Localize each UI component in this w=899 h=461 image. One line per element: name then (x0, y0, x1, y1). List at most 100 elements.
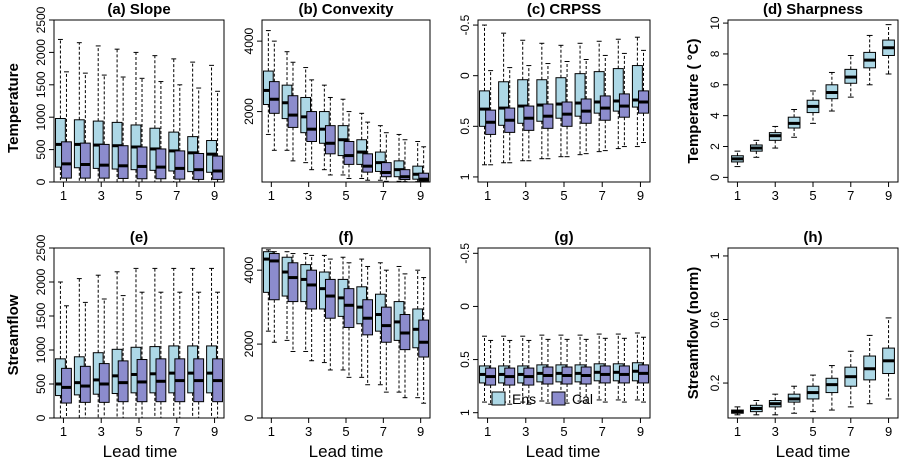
box-cal-1 (485, 70, 497, 166)
box-body (136, 146, 148, 180)
series-ens (262, 30, 424, 183)
row-labels: Temperature Streamflow (5, 63, 22, 375)
box-cal-7 (174, 84, 186, 183)
panel-title: (e) (130, 229, 148, 246)
x-tick-label: 7 (173, 188, 180, 203)
box-cal-5 (561, 61, 573, 158)
box-cal-4 (542, 338, 554, 404)
y-tick-label: 2000 (34, 268, 48, 295)
box-cal-9 (212, 291, 223, 419)
box-body (399, 169, 411, 181)
box-body (268, 253, 280, 301)
x-tick-label: 3 (98, 424, 105, 439)
y-tick-label: 0.5 (458, 351, 472, 368)
y-tick-label: 500 (34, 374, 48, 394)
x-tick-label: 1 (60, 424, 67, 439)
box-body (79, 142, 91, 179)
panel-g: (g) -0.5 0 0.5 1 1 3 5 7 9 (458, 229, 651, 439)
x-tick-label: 7 (380, 188, 387, 203)
box-cal-6 (155, 291, 167, 419)
legend-ens-label: Ens (512, 391, 536, 407)
box-cal-7 (599, 337, 611, 403)
legend-ens-swatch (491, 391, 506, 406)
box-body (324, 278, 336, 319)
y-tick-label: 1500 (34, 302, 48, 329)
y-tick-label: 0 (34, 178, 48, 185)
box-ens-7 (844, 350, 858, 408)
series-cal (268, 251, 430, 404)
box-body (212, 155, 223, 180)
box-cal-9 (418, 146, 430, 183)
x-axis-labels: Lead time Lead time Lead time Lead time (103, 442, 851, 461)
box-cal-9 (638, 49, 649, 144)
x-tick-label: 5 (809, 424, 816, 439)
x-tick-label: 3 (98, 188, 105, 203)
box-ens-9 (882, 317, 895, 400)
x-tick-label: 5 (342, 188, 349, 203)
y-axis-label: Streamflow (norm) (685, 267, 702, 400)
y-tick-label: 2500 (34, 234, 48, 261)
box-cal-1 (268, 251, 280, 343)
box-body (117, 145, 129, 179)
box-ens-2 (498, 32, 510, 164)
box-body (306, 111, 318, 142)
box-body (98, 143, 110, 179)
box-cal-2 (504, 339, 516, 405)
y-tick-label: 0.2 (708, 374, 722, 391)
series-cal (485, 336, 649, 405)
box-cal-5 (136, 77, 148, 183)
x-tick-label: 9 (637, 188, 644, 203)
box-ens-8 (863, 34, 877, 86)
y-tick-label: 2 (708, 143, 722, 150)
box-cal-4 (324, 258, 336, 371)
panel-c: (c) CRPSS -0.5 0 0.5 1 1 3 5 7 9 (458, 1, 651, 203)
box-cal-8 (399, 139, 411, 183)
box-body (555, 77, 567, 119)
box-body (418, 172, 430, 182)
series-ens (55, 38, 217, 183)
box-ens-9 (206, 64, 217, 183)
y-tick-label: 0 (34, 414, 48, 421)
box-body (324, 125, 336, 155)
box-ens-5 (806, 90, 820, 124)
box-cal-1 (268, 40, 280, 151)
row-label-streamflow: Streamflow (5, 294, 22, 375)
y-tick-label: 0 (458, 72, 472, 79)
box-body (174, 150, 186, 180)
box-cal-3 (98, 74, 110, 183)
box-ens-8 (863, 334, 877, 405)
series-cal (61, 71, 223, 183)
x-tick-label: 7 (173, 424, 180, 439)
legend-cal-label: Cal (572, 391, 593, 407)
box-cal-2 (79, 72, 91, 183)
box-body (287, 262, 299, 303)
box-body (418, 319, 430, 358)
box-cal-2 (79, 301, 91, 419)
box-body (574, 73, 586, 117)
series-cal (485, 49, 649, 166)
box-cal-7 (380, 132, 392, 182)
box-cal-6 (580, 58, 592, 155)
box-cal-3 (523, 65, 535, 162)
box-ens-2 (281, 51, 293, 151)
y-tick-label: 4000 (242, 27, 256, 54)
box-ens-3 (517, 39, 529, 162)
box-ens-2 (749, 400, 763, 416)
box-ens-4 (787, 385, 801, 414)
series-ens (262, 249, 424, 399)
x-tick-label: 1 (484, 188, 491, 203)
box-cal-1 (61, 305, 72, 419)
panel-title: (g) (554, 229, 573, 246)
panel-e: (e) 0 500 1000 1500 2000 2500 1 3 5 7 9 (34, 229, 225, 439)
box-cal-6 (362, 121, 374, 181)
box-body (268, 81, 280, 114)
x-tick-label: 7 (847, 188, 854, 203)
box-cal-9 (638, 336, 649, 403)
box-ens-6 (825, 365, 839, 411)
y-tick-label: 0 (458, 303, 472, 310)
box-body (412, 165, 424, 180)
box-ens-6 (825, 71, 839, 112)
xlabel-col4: Lead time (776, 442, 851, 461)
box-cal-5 (343, 111, 355, 179)
y-tick-label: 500 (34, 139, 48, 159)
